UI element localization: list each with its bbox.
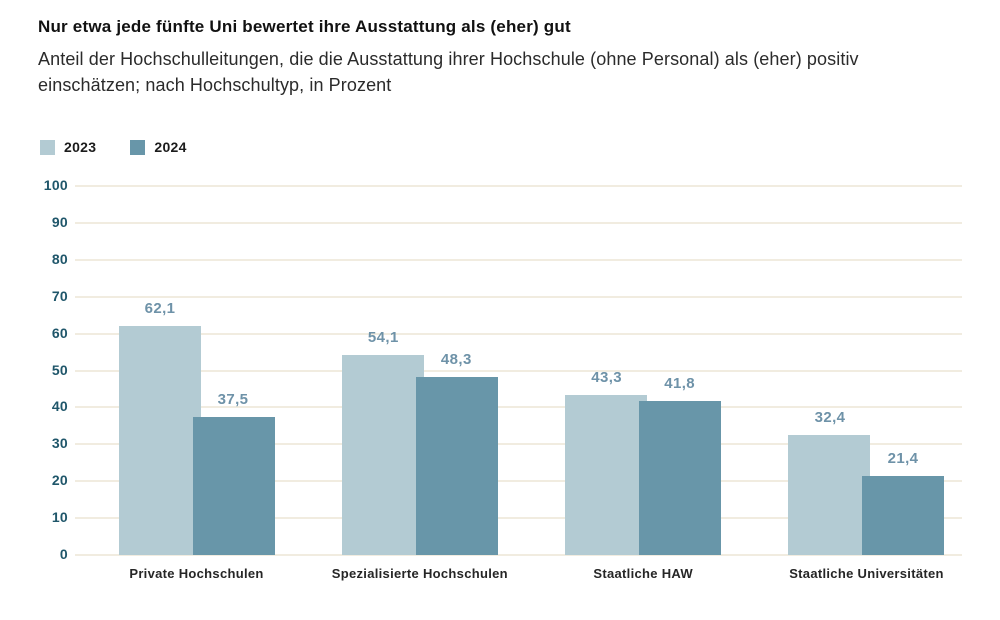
- y-tick-label: 40: [51, 398, 68, 415]
- y-tick-label: 20: [51, 472, 68, 489]
- legend-item-2023: 2023: [40, 139, 96, 155]
- y-tick-label: 80: [51, 250, 68, 267]
- y-tick-label: 30: [51, 435, 68, 452]
- gridline: [75, 258, 962, 261]
- y-tick-label: 100: [43, 177, 68, 193]
- y-tick-label: 90: [51, 213, 68, 230]
- gridline: [75, 443, 962, 446]
- gridline: [75, 406, 962, 409]
- y-tick-label: 0: [59, 546, 68, 562]
- value-label-2023: 54,1: [367, 329, 399, 347]
- bar-2024: [639, 400, 722, 555]
- value-label-2023: 32,4: [814, 409, 846, 427]
- value-label-2024: 48,3: [440, 350, 472, 368]
- gridline: [75, 332, 962, 335]
- x-category-label: Staatliche Universitäten: [789, 566, 944, 581]
- bar-2023: [341, 355, 424, 555]
- chart-title: Nur etwa jede fünfte Uni bewertet ihre A…: [38, 17, 571, 36]
- gridline: [75, 295, 962, 298]
- x-category-label: Staatliche HAW: [593, 566, 693, 581]
- value-label-2023: 62,1: [144, 299, 176, 317]
- gridline: [75, 517, 962, 520]
- chart-legend: 2023 2024: [40, 139, 187, 155]
- value-label-2024: 21,4: [887, 450, 919, 468]
- gridline: [75, 480, 962, 483]
- gridline: [75, 369, 962, 372]
- legend-label-2023: 2023: [64, 139, 97, 155]
- y-tick-label: 50: [51, 361, 68, 378]
- value-label-2023: 43,3: [591, 369, 623, 387]
- gridline: [75, 554, 962, 556]
- y-tick-label: 10: [51, 509, 68, 526]
- bar-2024: [192, 416, 275, 555]
- legend-swatch-2024: [130, 139, 146, 155]
- x-category-label: Spezialisierte Hochschulen: [331, 566, 508, 581]
- chart-header: Nur etwa jede fünfte Uni bewertet ihre A…: [38, 16, 958, 98]
- chart-subtitle: Anteil der Hochschulleitungen, die die A…: [38, 49, 859, 96]
- value-label-2024: 41,8: [664, 374, 696, 392]
- bar-2023: [565, 395, 648, 555]
- y-tick-label: 60: [51, 324, 68, 341]
- value-label-2024: 37,5: [217, 390, 249, 408]
- legend-swatch-2023: [40, 139, 55, 155]
- bar-2023: [118, 325, 201, 555]
- x-category-label: Private Hochschulen: [129, 566, 264, 581]
- bar-2024: [862, 476, 945, 555]
- bar-2023: [788, 435, 871, 555]
- legend-item-2024: 2024: [130, 139, 186, 155]
- y-tick-label: 70: [51, 287, 68, 304]
- bar-2024: [415, 376, 498, 555]
- gridline: [75, 185, 962, 187]
- gridline: [75, 221, 962, 224]
- legend-label-2024: 2024: [154, 139, 187, 155]
